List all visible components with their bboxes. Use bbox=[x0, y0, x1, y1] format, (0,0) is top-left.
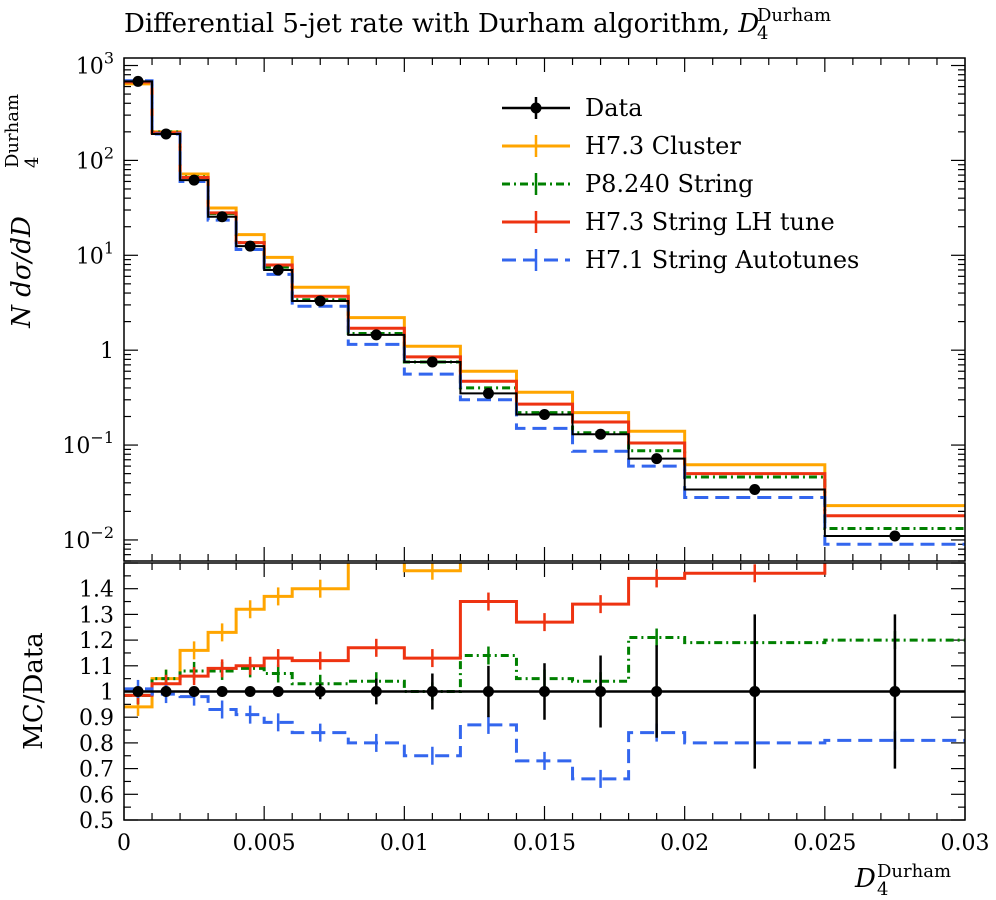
data-ratio-point bbox=[244, 686, 256, 697]
data-point bbox=[595, 428, 607, 440]
x-label-sup: Durham bbox=[877, 861, 951, 882]
main-plot-frame bbox=[123, 57, 966, 562]
data-ratio-point bbox=[370, 686, 382, 697]
y-label-main-prefix: N dσ/d bbox=[7, 237, 37, 329]
data-point bbox=[749, 484, 761, 496]
x-label-base: D bbox=[854, 864, 876, 894]
legend-marker bbox=[530, 102, 542, 114]
ratio-plot-area bbox=[124, 563, 965, 788]
x-tick-label: 0 bbox=[117, 831, 131, 856]
x-tick-label: 0.025 bbox=[793, 831, 856, 856]
legend-label: Data bbox=[585, 94, 643, 122]
y-label-main-sup: Durham bbox=[2, 94, 23, 168]
data-ratio-point bbox=[749, 686, 761, 697]
y-tick-label-ratio: 0.9 bbox=[79, 706, 114, 731]
data-point bbox=[160, 128, 172, 140]
data-point bbox=[314, 295, 326, 307]
y-tick-label-main: 102 bbox=[76, 143, 114, 174]
legend-label: H7.3 Cluster bbox=[585, 132, 741, 160]
data-ratio-point bbox=[482, 686, 494, 697]
y-tick-label-main: 10−2 bbox=[62, 523, 114, 554]
data-ratio-point bbox=[272, 686, 284, 697]
data-point bbox=[426, 356, 438, 368]
y-tick-label-main: 103 bbox=[76, 49, 114, 80]
data-ratio-point bbox=[160, 686, 172, 697]
ratio-plot-frame bbox=[123, 562, 966, 821]
data-point bbox=[188, 174, 200, 186]
legend-label: H7.3 String LH tune bbox=[585, 208, 835, 236]
y-tick-label-ratio: 1.1 bbox=[79, 655, 114, 680]
y-tick-label-main: 1 bbox=[100, 339, 114, 364]
legend-entry: H7.3 String LH tune bbox=[502, 208, 835, 236]
y-tick-label-ratio: 1.2 bbox=[79, 629, 114, 654]
x-tick-label: 0.01 bbox=[380, 831, 429, 856]
x-tick-label: 0.015 bbox=[513, 831, 576, 856]
x-tick-label: 0.03 bbox=[941, 831, 990, 856]
data-point bbox=[370, 329, 382, 341]
legend-label: H7.1 String Autotunes bbox=[585, 246, 859, 274]
y-tick-label-main: 101 bbox=[76, 238, 114, 269]
data-point bbox=[539, 408, 550, 420]
data-point bbox=[244, 240, 256, 252]
main-series-3 bbox=[124, 79, 965, 546]
data-point bbox=[482, 387, 494, 399]
y-axis-label-main: N dσ/dD Durham 4 bbox=[2, 94, 43, 329]
legend-entry: H7.1 String Autotunes bbox=[502, 246, 859, 274]
data-point bbox=[272, 264, 284, 276]
legend-label: P8.240 String bbox=[585, 170, 754, 198]
chart-title: Differential 5-jet rate with Durham algo… bbox=[124, 9, 759, 39]
x-axis-label: D Durham 4 bbox=[854, 861, 951, 900]
y-label-main-base: D bbox=[7, 216, 37, 238]
data-ratio-point bbox=[314, 686, 326, 697]
data-point bbox=[132, 75, 144, 87]
y-tick-label-ratio: 1.3 bbox=[79, 603, 114, 628]
frames bbox=[123, 57, 966, 821]
legend-entry: H7.3 Cluster bbox=[502, 132, 741, 160]
data-point bbox=[216, 211, 228, 223]
chart-title-math-sub: 4 bbox=[757, 23, 768, 44]
data-ratio-point bbox=[539, 686, 550, 697]
chart-title-math-base: D bbox=[737, 9, 759, 39]
y-tick-label-ratio: 1 bbox=[100, 681, 114, 706]
main-data-step bbox=[124, 80, 965, 538]
chart-title-math-sup: Durham bbox=[757, 5, 831, 26]
main-series-2 bbox=[124, 80, 965, 518]
x-label-sub: 4 bbox=[877, 879, 888, 900]
y-tick-label-main: 10−1 bbox=[62, 428, 114, 459]
main-series-0 bbox=[124, 82, 965, 508]
y-tick-label-ratio: 0.5 bbox=[79, 809, 114, 834]
data-point bbox=[651, 453, 663, 465]
data-ratio-point bbox=[426, 686, 438, 697]
legend-entry: P8.240 String bbox=[502, 170, 754, 198]
ratio-series-0 bbox=[124, 563, 462, 709]
x-tick-label: 0.005 bbox=[233, 831, 296, 856]
y-tick-label-ratio: 1.4 bbox=[79, 578, 114, 603]
y-tick-label-ratio: 0.6 bbox=[79, 783, 114, 808]
data-ratio-point bbox=[651, 686, 663, 697]
tick-layer: 0 0.005 0.01 0.015 0.02 0.025 0.03 10−2 10−1 1 101… bbox=[62, 49, 989, 856]
data-point bbox=[889, 530, 901, 542]
main-series-1 bbox=[124, 80, 965, 531]
main-plot-area bbox=[124, 75, 965, 546]
legend: Data H7.3 Cluster P8.240 String H7.3 String… bbox=[502, 94, 859, 274]
x-tick-label: 0.02 bbox=[660, 831, 709, 856]
legend-entry: Data bbox=[502, 94, 643, 122]
data-ratio-point bbox=[188, 686, 200, 697]
data-ratio-point bbox=[132, 686, 144, 697]
data-ratio-point bbox=[889, 686, 901, 697]
y-axis-label-ratio: MC/Data bbox=[19, 632, 49, 750]
y-tick-label-ratio: 0.8 bbox=[79, 732, 114, 757]
ratio-series-1 bbox=[124, 636, 965, 697]
chart-title-text: Differential 5-jet rate with Durham algo… bbox=[124, 9, 738, 39]
y-label-main-sub: 4 bbox=[22, 157, 43, 168]
svg-text:N dσ/dD: N dσ/dD bbox=[7, 216, 37, 329]
y-tick-label-ratio: 0.7 bbox=[79, 758, 114, 783]
data-ratio-point bbox=[595, 686, 607, 697]
data-ratio-point bbox=[216, 686, 228, 697]
